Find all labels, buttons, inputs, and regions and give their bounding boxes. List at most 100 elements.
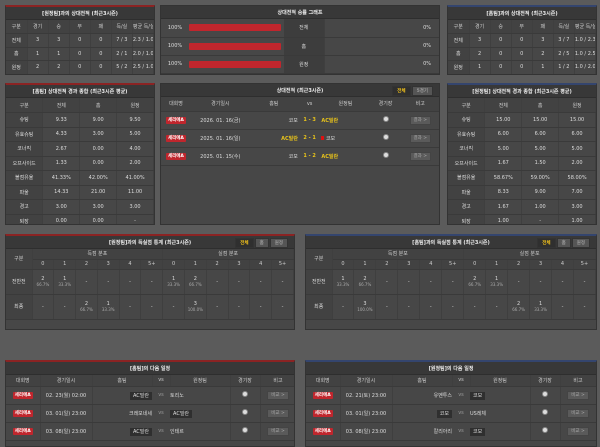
home-team: 코모 xyxy=(288,153,298,160)
count: - xyxy=(429,303,432,310)
row-label: 홈 xyxy=(284,37,325,56)
toggle-0[interactable]: 전체 xyxy=(537,238,556,248)
conceded-header: 실점 분포 xyxy=(463,249,596,260)
filter-toggle: 전체 홈 원정 xyxy=(235,238,288,248)
cell: - xyxy=(529,269,553,295)
count: - xyxy=(407,303,410,310)
cell: 3 xyxy=(469,33,491,48)
table-row: 퇴장 0.00 0.00- xyxy=(6,214,154,224)
compare-button[interactable]: 비교 > xyxy=(567,427,589,436)
toggle-1[interactable]: 홈 xyxy=(556,238,571,248)
league-badge[interactable]: 세리에A xyxy=(166,153,186,160)
toggle-1[interactable]: 홈 xyxy=(254,238,269,248)
graph-row: 100% 원정 0% xyxy=(161,55,439,74)
toggle-0[interactable]: 전체 xyxy=(392,86,411,96)
row-label: 전체 xyxy=(284,19,325,38)
league-badge[interactable]: 세리에A xyxy=(312,392,333,399)
home-team: AC밀란 xyxy=(281,135,298,142)
cell: 15.00 xyxy=(558,112,596,128)
cell: - xyxy=(551,269,574,295)
fixture-row: 세리에A 02. 21(토) 23:00 유벤투스 vs 코모 비교 > xyxy=(306,386,596,405)
cell: 1 33.3% xyxy=(97,294,120,320)
column-header: 홈 xyxy=(521,98,560,113)
cell: 7.00 xyxy=(558,185,596,200)
compare-button[interactable]: 비교 > xyxy=(267,391,289,400)
cell: 0 xyxy=(490,47,512,61)
league-badge[interactable]: 세리에A xyxy=(12,410,33,417)
cell: 2 66.7% xyxy=(32,269,55,295)
league-badge[interactable]: 세리에A xyxy=(312,410,333,417)
panel-header: [홈팀] 상대전적 경과 종합 (최근3시즌 평균) xyxy=(6,85,154,98)
table-row: 원정 1 0 0 1 1 / 2 1.0 / 2.0 xyxy=(448,60,596,74)
league-badge[interactable]: 세리에A xyxy=(312,428,333,435)
cell: - xyxy=(228,294,251,320)
percent: 66.7% xyxy=(468,282,482,287)
compare-button[interactable]: 비교 > xyxy=(567,391,589,400)
cell: 3 100.0% xyxy=(184,294,207,320)
cell: 2.67 xyxy=(42,141,81,157)
column-header: 승 xyxy=(490,20,512,34)
cell: 1 33.3% xyxy=(53,269,77,295)
cell: 3.00 xyxy=(79,127,118,142)
row-label: 경고 xyxy=(448,199,486,215)
percent: 33.3% xyxy=(534,307,547,312)
table-row: 전체 3 0 0 3 3 / 7 1.0 / 2.3 xyxy=(448,33,596,48)
count: - xyxy=(281,278,284,285)
cell: - xyxy=(375,294,399,320)
away-team: AC밀란 xyxy=(170,409,193,418)
count: - xyxy=(238,278,240,285)
table-row: 코너킥 5.00 5.00 5.00 xyxy=(448,141,596,157)
column-header: 득/실 xyxy=(111,20,133,34)
panel-header: [홈팀]과의 상대전적 (최근3시즌) xyxy=(448,7,596,20)
result-button[interactable]: 결과 > xyxy=(409,116,431,125)
league-badge[interactable]: 세리에A xyxy=(166,135,186,142)
cell: 1 / 2 xyxy=(553,60,575,74)
cell: 0 xyxy=(90,47,112,61)
toggle-1[interactable]: 5경기 xyxy=(411,86,433,96)
count: - xyxy=(583,303,586,310)
result-button[interactable]: 결과 > xyxy=(409,152,431,161)
league-badge[interactable]: 세리에A xyxy=(166,117,186,124)
league-badge[interactable]: 세리에A xyxy=(12,428,33,435)
compare-button[interactable]: 비교 > xyxy=(567,409,589,418)
goal-count-header: 5+ xyxy=(271,259,294,270)
cell: 2 66.7% xyxy=(353,269,377,295)
win-pct: 100% xyxy=(161,37,189,56)
league-badge[interactable]: 세리에A xyxy=(12,392,33,399)
score: 1 - 2 xyxy=(303,153,316,159)
cell: 5 / 2 xyxy=(111,60,133,74)
cell: 9.00 xyxy=(79,112,118,128)
column-header: 원정 xyxy=(116,98,154,113)
toggle-2[interactable]: 원정 xyxy=(269,238,288,248)
cell: 5.00 xyxy=(558,141,596,157)
compare-button[interactable]: 비교 > xyxy=(267,409,289,418)
away-team: 인테르 xyxy=(170,428,184,435)
filter-toggle: 전체 홈 원정 xyxy=(537,238,590,248)
percent: 66.7% xyxy=(36,282,50,287)
match-date: 2025. 01. 15(수) xyxy=(200,153,241,160)
toggle-0[interactable]: 전체 xyxy=(235,238,254,248)
row-label: 전체 xyxy=(448,33,470,48)
fixture-row: 세리에A 02. 23(월) 02:00 AC밀란 vs 토리노 비교 > xyxy=(6,386,294,405)
cell: 3 100.0% xyxy=(353,294,377,320)
count: - xyxy=(63,303,66,310)
table-row: 파울 14.33 21.00 11.00 xyxy=(6,185,154,200)
row-label: 원정 xyxy=(6,60,28,74)
panel-title: [원정팀]과의 상대전적 (최근3시즌) xyxy=(42,10,118,17)
cell: - xyxy=(332,294,355,320)
cell: 0.00 xyxy=(42,214,81,224)
percent: 100.0% xyxy=(187,307,203,312)
count: - xyxy=(517,278,520,285)
result-button[interactable]: 결과 > xyxy=(409,134,431,143)
graph-row: 100% 전체 0% xyxy=(161,19,439,38)
loss-pct: 0% xyxy=(324,19,439,38)
cell: 1 xyxy=(27,47,49,61)
panel-header: 상대전적 승률 그래프 xyxy=(161,6,439,19)
toggle-2[interactable]: 원정 xyxy=(571,238,590,248)
stats-table: 구분 전체 홈 원정 슈팅 15.00 15.00 15.00 유효슈팅 6.00 6.00 6.00… xyxy=(448,98,596,224)
column-header: vs xyxy=(152,375,171,387)
table-row: 볼점유율 58.67% 59.00% 58.00% xyxy=(448,170,596,186)
goal-count-header: 4 xyxy=(419,259,443,270)
compare-button[interactable]: 비교 > xyxy=(267,427,289,436)
cell: 1 xyxy=(532,60,554,74)
